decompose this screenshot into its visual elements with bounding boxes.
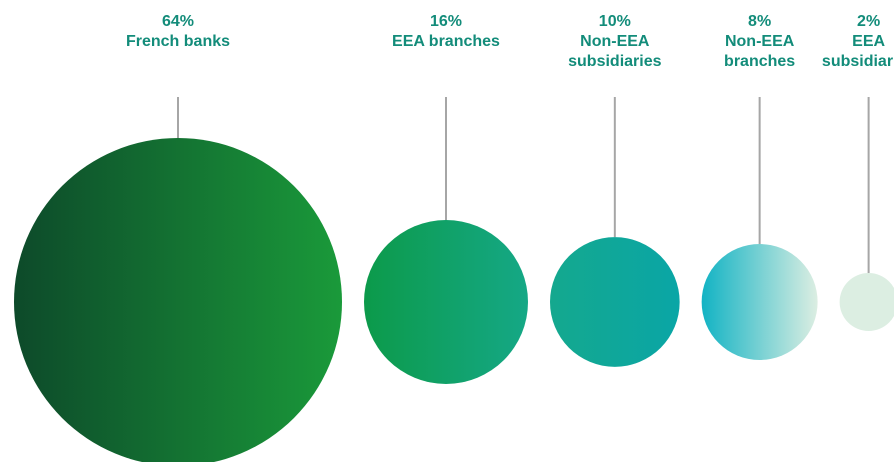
connector-lines (177, 97, 870, 274)
bubble-category-label: Non-EEA (724, 33, 795, 50)
bubble-2 (550, 237, 680, 367)
bubble-value-label: 8% (748, 13, 772, 30)
bubble-category-label: EEA branches (392, 33, 500, 50)
bubble-category-label: EEA (852, 33, 886, 50)
bubble-category-label: subsidiaries (821, 53, 894, 70)
bubble-category-label: subsidiaries (568, 53, 662, 70)
bubbles-group (14, 138, 894, 462)
bubble-category-label: Non-EEA (580, 33, 650, 50)
bubble-value-label: 2% (857, 13, 881, 30)
bubble-label: 2% EEA subsidiaries (822, 12, 894, 72)
bubble-category-label: branches (724, 53, 796, 70)
bubble-label: 64% French banks (126, 12, 230, 52)
bubble-label: 16% EEA branches (392, 12, 500, 52)
bubble-3 (701, 244, 818, 360)
bubble-value-label: 16% (429, 13, 463, 30)
bubble-label: 8% Non-EEA branches (724, 12, 795, 72)
bubble-0 (14, 138, 342, 462)
bubble-category-label: French banks (125, 33, 231, 50)
bubble-4 (839, 273, 894, 331)
bubble-1 (364, 220, 528, 384)
bubble-value-label: 10% (598, 13, 631, 30)
bubble-value-label: 64% (161, 13, 195, 30)
bubble-label: 10% Non-EEA subsidiaries (568, 12, 661, 72)
